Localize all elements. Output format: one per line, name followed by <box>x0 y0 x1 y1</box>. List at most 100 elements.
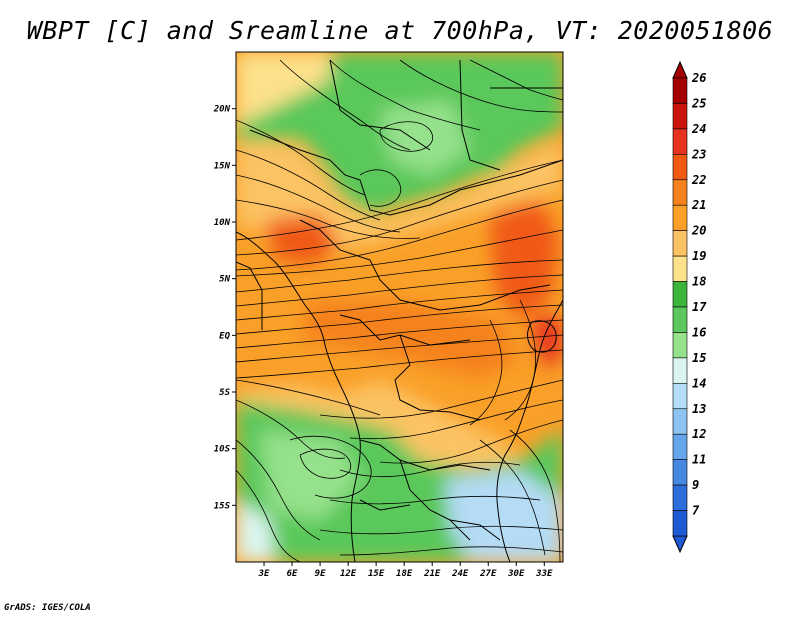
colorbar-label: 14 <box>692 376 706 390</box>
colorbar: 26 25 24 23 22 21 20 19 18 17 16 15 14 13 12 11 9 7 <box>672 60 707 554</box>
colorbar-label: 19 <box>692 249 706 263</box>
lon-tick-label: 30E <box>507 569 525 579</box>
streamline <box>359 169 402 207</box>
shade-south-cyan-west <box>236 500 275 562</box>
streamline <box>236 274 563 307</box>
border <box>339 314 471 346</box>
colorbar-swatch <box>672 77 688 104</box>
streamline <box>236 179 563 256</box>
colorbar-under-arrow <box>672 535 688 554</box>
streamline <box>279 59 411 151</box>
colorbar-swatch <box>672 357 688 384</box>
streamlines <box>236 59 563 562</box>
streamline <box>236 259 563 293</box>
lon-tick-label: 21E <box>423 569 441 579</box>
colorbar-swatch <box>672 306 688 333</box>
streamline <box>236 334 563 363</box>
lon-tick-label: 9E <box>315 569 326 579</box>
colorbar-swatch <box>672 255 688 282</box>
streamline <box>236 349 563 379</box>
colorbar-label: 21 <box>691 198 706 212</box>
lat-tick-label: 15S <box>214 501 231 511</box>
colorbar-label: 20 <box>691 224 706 238</box>
streamline <box>469 59 563 101</box>
lon-tick-label: 3E <box>258 569 270 579</box>
colorbar-swatch <box>672 128 688 155</box>
colorbar-label: 25 <box>691 96 706 110</box>
colorbar-label: 12 <box>692 427 706 441</box>
colorbar-swatch <box>672 179 688 206</box>
streamline <box>329 59 481 131</box>
streamline <box>299 448 352 479</box>
colorbar-swatch <box>672 332 688 359</box>
colorbar-label: 23 <box>691 147 706 161</box>
shade-hot-center <box>300 300 520 380</box>
plot-frame <box>235 51 564 563</box>
colorbar-label: 11 <box>692 453 706 467</box>
streamline <box>236 304 563 335</box>
colorbar-label: 22 <box>691 173 706 187</box>
border <box>449 519 501 541</box>
lon-tick-label: 27E <box>479 569 497 579</box>
border <box>394 334 481 421</box>
streamline <box>289 435 372 499</box>
streamline <box>236 439 321 541</box>
wbpt-shading <box>236 52 563 562</box>
shade-south-yellow <box>236 380 520 470</box>
border <box>459 59 501 171</box>
lake-victoria <box>527 320 557 353</box>
lon-tick-label: 15E <box>368 569 385 579</box>
streamline <box>236 319 563 349</box>
colorbar-swatch <box>672 281 688 308</box>
colorbar-label: 15 <box>692 351 706 365</box>
lat-tick-label: 10N <box>214 218 231 228</box>
border <box>236 261 263 330</box>
lat-tick-label: EQ <box>219 331 230 341</box>
streamline <box>319 379 563 419</box>
colorbar-swatch <box>672 204 688 231</box>
lat-tick-label: 10S <box>214 445 231 455</box>
lon-tick-label: 33E <box>535 569 553 579</box>
colorbar-label: 13 <box>692 402 706 416</box>
colorbar-swatch <box>672 383 688 410</box>
streamline <box>236 149 381 221</box>
streamline <box>236 399 346 459</box>
colorbar-swatch <box>672 510 688 537</box>
streamline <box>236 379 381 416</box>
shade-hot-west <box>265 215 340 265</box>
lat-tick-label: 15N <box>214 161 231 171</box>
grads-credit: GrADS: IGES/COLA <box>4 603 91 613</box>
lon-tick-label: 6E <box>287 569 298 579</box>
colorbar-label: 9 <box>692 478 699 492</box>
lat-tick-label: 20N <box>213 105 231 115</box>
streamline <box>236 199 421 239</box>
shade-hot-east <box>490 200 560 320</box>
colorbar-swatch <box>672 154 688 181</box>
coastline-west <box>236 231 361 562</box>
border <box>399 459 471 541</box>
shade-north-yellow <box>236 52 330 125</box>
colorbar-label: 7 <box>692 504 700 518</box>
shade-north-pale <box>380 100 470 175</box>
colorbar-swatch <box>672 459 688 486</box>
axis-ticks: 20N 15N 10N 5N EQ 5S 10S 15S 3E 6E 9E 12E 15E 18E 21E 2… <box>213 105 553 579</box>
border <box>359 499 411 511</box>
lon-tick-label: 18E <box>396 569 413 579</box>
colorbar-swatch <box>672 230 688 257</box>
colorbar-swatch <box>672 484 688 511</box>
streamline <box>236 174 401 233</box>
colorbar-label: 24 <box>691 122 706 136</box>
chart-title: WBPT [C] and Sreamline at 700hPa, VT: 20… <box>26 16 774 45</box>
lon-tick-label: 24E <box>451 569 469 579</box>
colorbar-swatch <box>672 408 688 435</box>
streamline <box>236 229 563 277</box>
colorbar-label: 17 <box>692 300 707 314</box>
border <box>399 284 551 311</box>
streamline <box>469 319 503 426</box>
coastline-east <box>496 299 563 562</box>
streamline <box>339 546 563 556</box>
streamline <box>236 199 563 271</box>
border <box>329 59 431 151</box>
streamline <box>479 439 546 556</box>
